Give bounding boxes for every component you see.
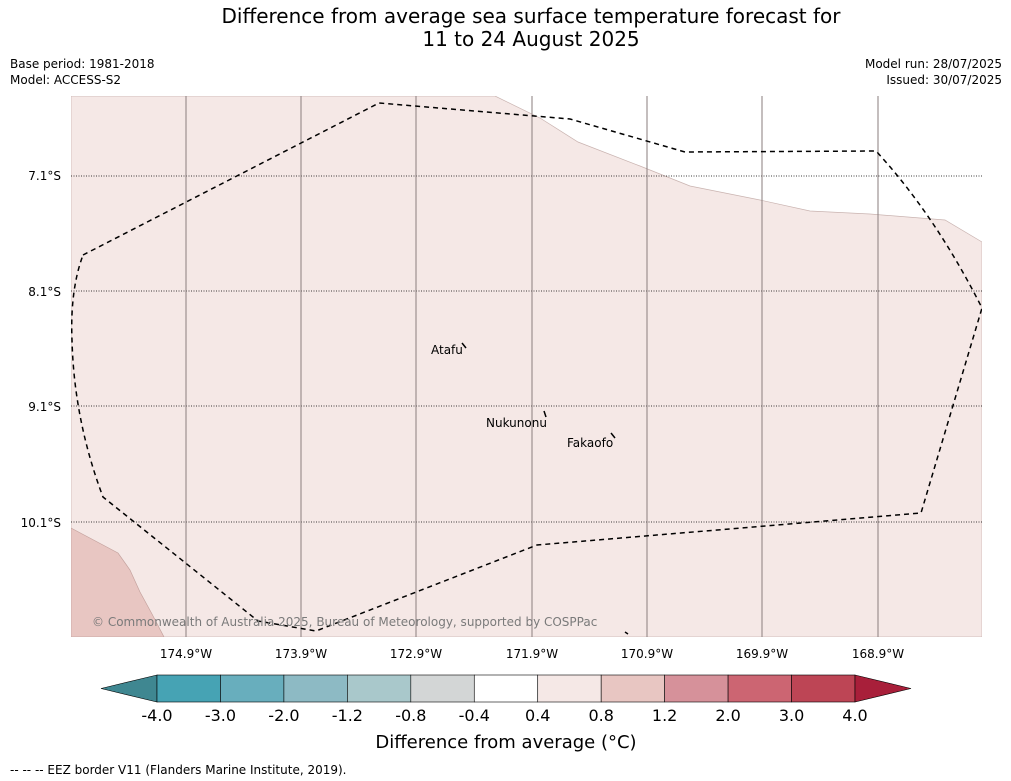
base-period: Base period: 1981-2018	[10, 57, 155, 71]
place-label-atafu: Atafu	[431, 343, 463, 357]
colorbar-segment	[600, 674, 665, 703]
model-run: Model run: 28/07/2025	[864, 57, 1002, 71]
colorbar-tick-label: 3.0	[779, 706, 804, 725]
colorbar-segment	[283, 674, 348, 703]
colorbar-segment	[347, 674, 412, 703]
colorbar-tick-label: 0.8	[588, 706, 613, 725]
lon-label-1: 173.9°W	[275, 647, 327, 661]
anomaly-region-medium	[71, 527, 165, 637]
place-label-fakaofo: Fakaofo	[567, 436, 613, 450]
colorbar-segment	[727, 674, 792, 703]
colorbar-label: Difference from average (°C)	[375, 732, 637, 753]
lat-label-1: 8.1°S	[28, 285, 61, 299]
colorbar-tick-label: -3.0	[205, 706, 236, 725]
lon-label-3: 171.9°W	[506, 647, 558, 661]
page-title: Difference from average sea surface temp…	[0, 5, 1011, 51]
anomaly-region-light	[71, 96, 982, 637]
meta-left: Base period: 1981-2018 Model: ACCESS-S2	[10, 56, 155, 88]
eez-border	[71, 102, 982, 632]
copyright-notice: © Commonwealth of Australia 2025, Bureau…	[92, 615, 597, 629]
colorbar-tick-label: 4.0	[842, 706, 867, 725]
colorbar-tick-label: -0.4	[459, 706, 490, 725]
map-area	[71, 96, 982, 637]
lat-label-2: 9.1°S	[28, 400, 61, 414]
title-line-2: 11 to 24 August 2025	[422, 27, 640, 51]
title-line-1: Difference from average sea surface temp…	[221, 4, 841, 28]
model-name: Model: ACCESS-S2	[10, 73, 122, 87]
colorbar-segment	[537, 674, 602, 703]
nukunonu-island	[543, 410, 547, 418]
longitude-gridlines	[185, 96, 879, 637]
issued-date: Issued: 30/07/2025	[886, 73, 1002, 87]
colorbar-tick-label: 2.0	[715, 706, 740, 725]
colorbar-tick-label: 0.4	[525, 706, 550, 725]
meta-right: Model run: 28/07/2025 Issued: 30/07/2025	[865, 56, 1002, 88]
lon-label-4: 170.9°W	[621, 647, 673, 661]
latitude-gridlines	[71, 175, 982, 523]
place-label-nukunonu: Nukunonu	[486, 416, 547, 430]
atafu-island	[461, 342, 467, 349]
colorbar-segment	[473, 674, 539, 703]
fakaofo-island	[610, 432, 616, 439]
colorbar-segment	[410, 674, 475, 703]
colorbar-segment	[791, 674, 856, 703]
eez-legend-note: -- -- -- EEZ border V11 (Flanders Marine…	[10, 763, 347, 777]
colorbar-extend-high	[854, 674, 912, 703]
colorbar-segment	[664, 674, 729, 703]
colorbar-tick-label: -2.0	[268, 706, 299, 725]
colorbar-tick-label: -4.0	[141, 706, 172, 725]
lon-label-2: 172.9°W	[390, 647, 442, 661]
colorbar: -4.0 -3.0 -2.0 -1.2 -0.8 -0.4 0.4 0.8 1.2 2.0 3.0 4…	[100, 674, 912, 725]
lat-label-3: 10.1°S	[21, 516, 61, 530]
lat-label-0: 7.1°S	[28, 169, 61, 183]
lon-label-6: 168.9°W	[852, 647, 904, 661]
colorbar-extend-low	[100, 674, 158, 703]
lon-label-5: 169.9°W	[736, 647, 788, 661]
colorbar-tick-label: -1.2	[332, 706, 363, 725]
colorbar-segment	[220, 674, 285, 703]
colorbar-segment	[156, 674, 221, 703]
colorbar-tick-label: 1.2	[652, 706, 677, 725]
lon-label-0: 174.9°W	[160, 647, 212, 661]
colorbar-tick-label: -0.8	[395, 706, 426, 725]
small-island	[624, 631, 629, 635]
